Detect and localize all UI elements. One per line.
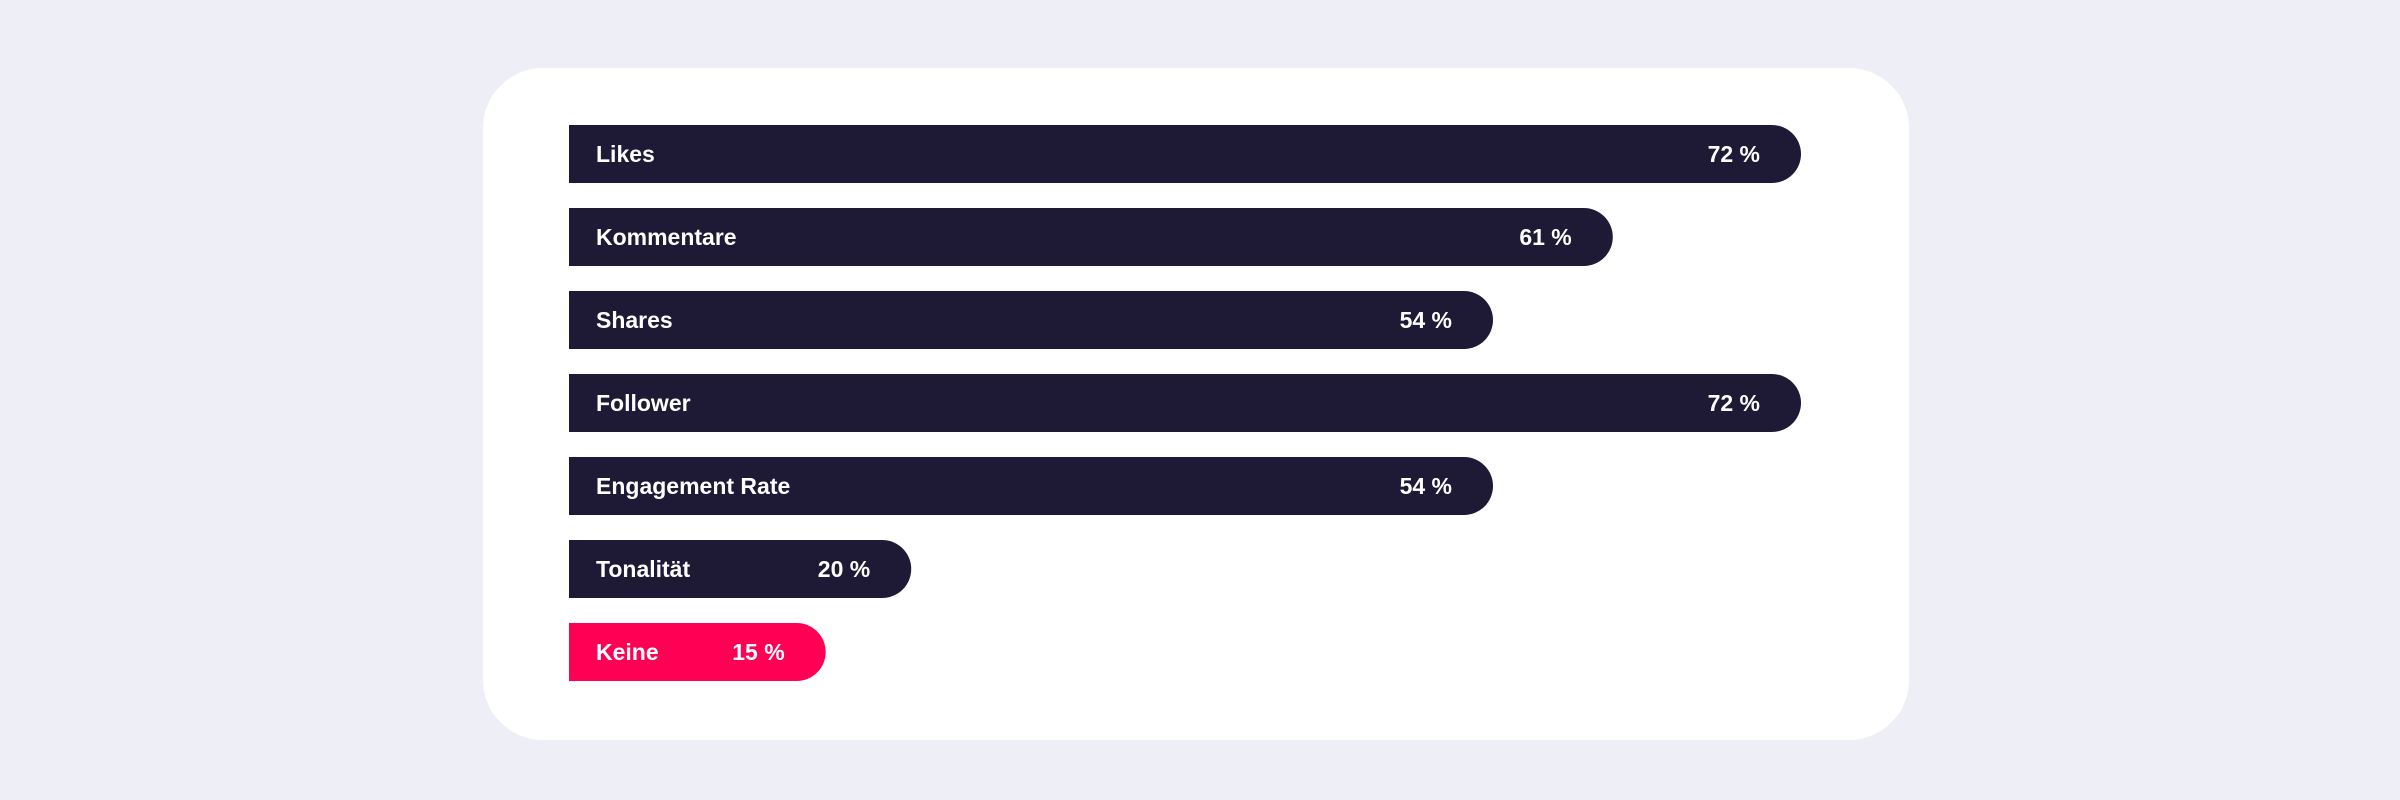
bar-value-label: 61 % [1519,224,1571,250]
bar-likes [569,125,1801,183]
bar-value-label: 54 % [1400,473,1452,499]
bar-value-label: 20 % [818,556,870,582]
bar-engagement-rate [569,457,1493,515]
bar-value-label: 72 % [1708,390,1760,416]
bar-category-label: Likes [596,141,655,167]
bar-tonalität [569,540,912,598]
bar-category-label: Engagement Rate [596,473,790,499]
bar-category-label: Follower [596,390,691,416]
bar-category-label: Kommentare [596,224,737,250]
bar-shares [569,291,1493,349]
bar-value-label: 15 % [732,639,784,665]
bar-value-label: 72 % [1708,141,1760,167]
bar-follower [569,374,1801,432]
bar-value-label: 54 % [1400,307,1452,333]
bar-category-label: Shares [596,307,673,333]
bar-kommentare [569,208,1613,266]
bar-chart: Likes 72 % Kommentare 61 % Shares 54 % Followe… [569,125,1801,681]
bar-category-label: Tonalität [596,556,690,582]
bar-keine [569,623,826,681]
bar-category-label: Keine [596,639,659,665]
chart-card: Likes 72 % Kommentare 61 % Shares 54 % Followe… [483,68,1909,740]
